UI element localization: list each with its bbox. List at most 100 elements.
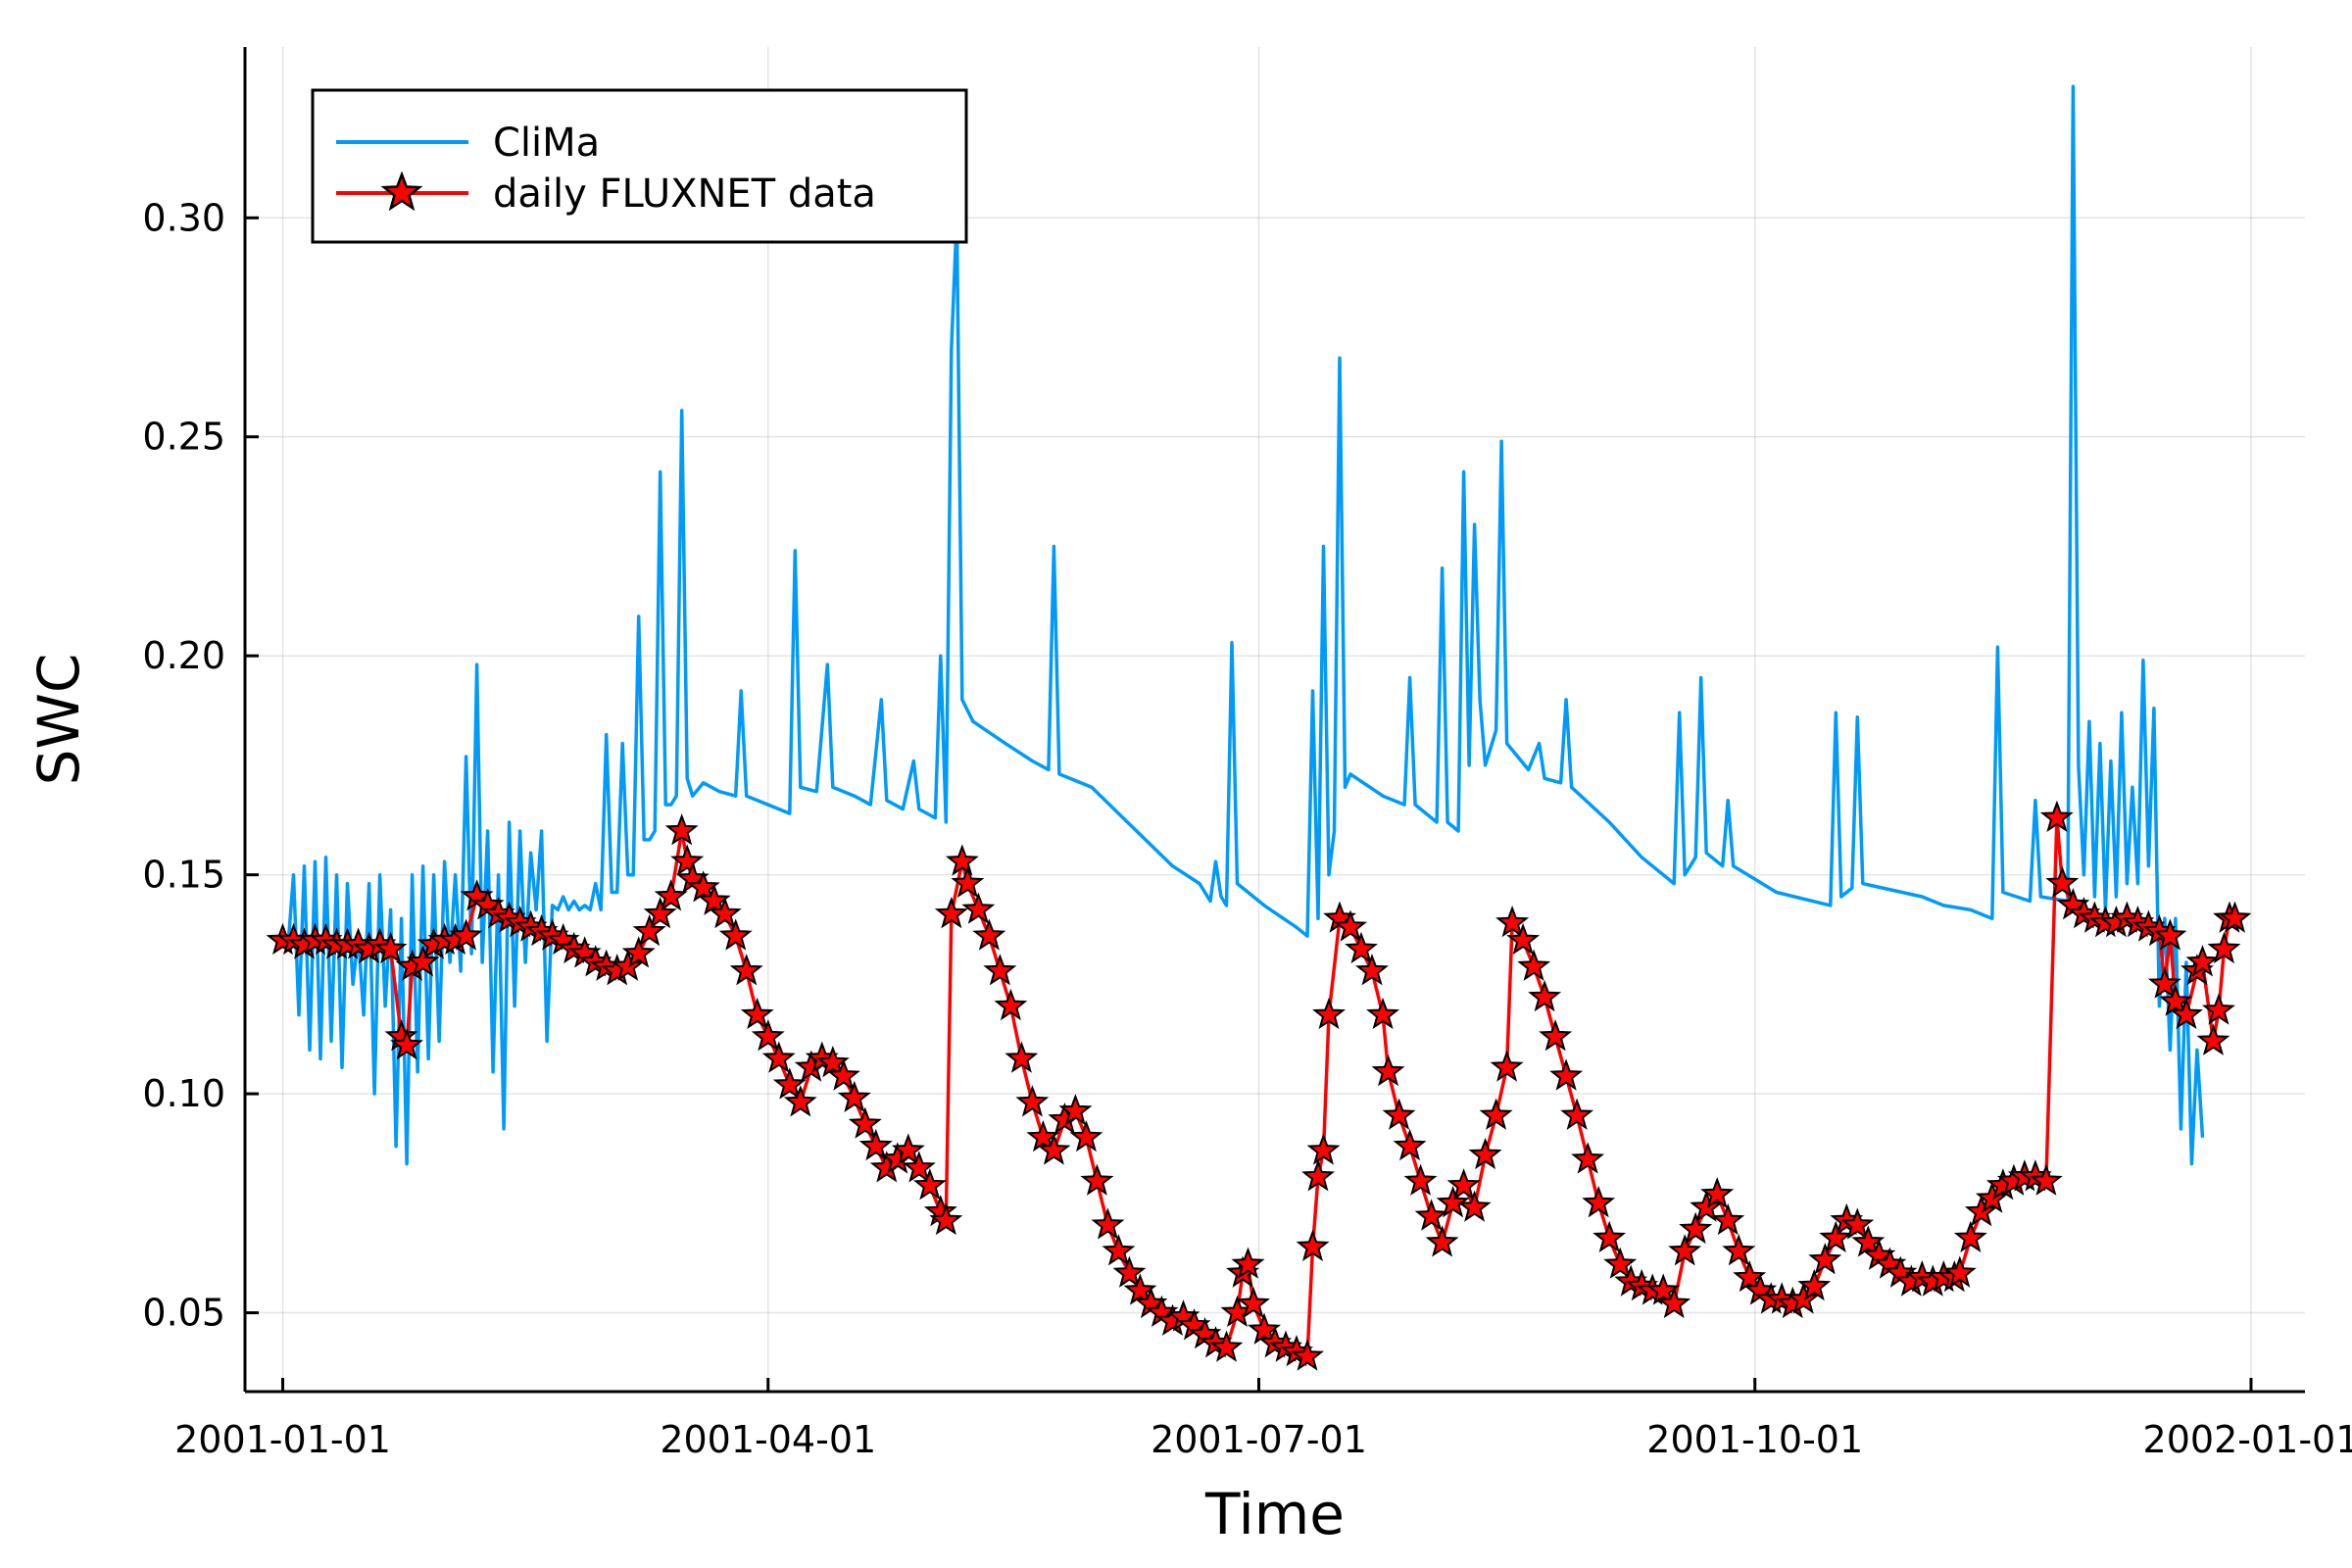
data-point-star <box>2218 901 2252 933</box>
data-point-star <box>1592 1220 1627 1252</box>
y-tick-label: 0.20 <box>142 634 225 677</box>
data-point-star <box>1517 949 1551 981</box>
data-point-star <box>826 1058 860 1091</box>
series-fluxnet <box>266 800 2252 1371</box>
data-point-star <box>1528 979 1562 1012</box>
data-point-star <box>902 1151 936 1183</box>
series-line <box>281 84 2205 1166</box>
data-point-star <box>1026 1119 1060 1152</box>
data-point-star <box>815 1045 850 1078</box>
x-axis-title: Time <box>1204 1481 1345 1547</box>
data-point-star <box>1646 1273 1681 1305</box>
y-tick-label: 0.25 <box>142 416 225 459</box>
data-point-star <box>729 954 763 986</box>
data-point-star <box>1797 1268 1832 1301</box>
x-tick-label: 2001-07-01 <box>1151 1418 1367 1461</box>
data-point-star <box>449 918 483 951</box>
data-point-star <box>1787 1282 1821 1314</box>
data-point-star <box>1102 1234 1136 1266</box>
data-point-star <box>1490 1050 1524 1082</box>
data-point-star <box>1112 1255 1147 1288</box>
data-point-star <box>718 918 753 951</box>
x-tick-label: 2002-01-01 <box>2143 1418 2352 1461</box>
series-clima <box>281 84 2205 1166</box>
data-point-star <box>1231 1247 1265 1279</box>
data-point-star <box>664 813 699 846</box>
data-point-star <box>1549 1058 1584 1091</box>
data-point-star <box>670 844 705 876</box>
series-layer <box>266 84 2252 1371</box>
data-point-star <box>934 897 968 929</box>
x-axis-ticks: 2001-01-01 2001-04-01 2001-07-01 2001-10-01… <box>174 1378 2352 1461</box>
data-point-star <box>1301 1159 1336 1192</box>
data-point-star <box>1964 1194 1998 1227</box>
data-point-star <box>1603 1247 1638 1279</box>
data-point-star <box>848 1106 882 1139</box>
data-point-star <box>1690 1190 1724 1222</box>
legend: CliMa daily FLUXNET data <box>311 88 968 244</box>
data-point-star <box>390 1028 423 1060</box>
data-point-star <box>1560 1098 1594 1130</box>
data-point-star <box>1312 997 1347 1030</box>
data-point-star <box>2045 865 2080 898</box>
data-point-star <box>961 892 996 924</box>
data-point-star <box>1851 1225 1886 1257</box>
data-point-star <box>1393 1128 1427 1161</box>
data-point-star <box>1808 1243 1842 1275</box>
data-point-star <box>983 954 1017 986</box>
y-axis-ticks: 0.05 0.10 0.15 0.20 0.25 0.30 <box>142 196 259 1335</box>
data-point-star <box>1371 1054 1405 1087</box>
data-point-star <box>1571 1142 1605 1174</box>
data-point-star <box>1334 909 1368 942</box>
legend-box <box>311 88 968 244</box>
data-point-star <box>1479 1098 1513 1130</box>
data-point-star <box>1722 1234 1756 1266</box>
data-point-star <box>2207 931 2241 964</box>
data-point-star <box>951 865 985 899</box>
data-point-star <box>2039 800 2074 832</box>
legend-marker-fluxnet <box>380 171 423 212</box>
data-point-star <box>858 1128 893 1161</box>
data-point-star <box>1819 1220 1853 1252</box>
data-point-star <box>2185 945 2220 977</box>
legend-label-fluxnet: daily FLUXNET data <box>493 172 876 217</box>
data-point-star <box>837 1080 871 1112</box>
data-point-star <box>611 949 645 981</box>
data-point-star <box>2196 1023 2230 1055</box>
y-tick-label: 0.30 <box>142 196 225 239</box>
y-tick-label: 0.15 <box>142 854 225 897</box>
data-point-star <box>654 879 688 911</box>
data-point-star <box>1506 922 1541 956</box>
data-point-star <box>1247 1312 1282 1345</box>
data-point-star <box>2201 993 2235 1025</box>
data-point-star <box>1468 1137 1502 1170</box>
data-point-star <box>1711 1202 1745 1236</box>
data-point-star <box>2147 966 2181 999</box>
data-point-star <box>751 1019 785 1052</box>
data-point-star <box>1382 1098 1416 1130</box>
data-point-star <box>2029 1163 2063 1196</box>
data-point-star <box>1975 1181 2009 1213</box>
data-point-star <box>621 936 656 968</box>
data-point-star <box>643 897 677 929</box>
data-point-star <box>1209 1330 1244 1362</box>
data-point-star <box>1004 1041 1039 1073</box>
data-point-star <box>994 988 1028 1021</box>
data-point-star <box>1539 1019 1573 1052</box>
data-point-star <box>1236 1286 1271 1319</box>
data-point-star <box>1953 1220 1987 1252</box>
data-point-star <box>972 918 1006 951</box>
y-axis-title: SWC <box>25 654 92 786</box>
data-point-star <box>1123 1273 1157 1305</box>
data-point-star <box>2158 984 2192 1016</box>
data-point-star <box>1290 1339 1325 1371</box>
data-point-star <box>1058 1094 1093 1126</box>
data-point-star <box>1668 1234 1702 1266</box>
data-point-star <box>406 945 440 977</box>
data-point-star <box>373 931 408 964</box>
data-point-star <box>783 1085 817 1117</box>
y-tick-label: 0.05 <box>142 1292 225 1335</box>
data-point-star <box>708 897 742 929</box>
